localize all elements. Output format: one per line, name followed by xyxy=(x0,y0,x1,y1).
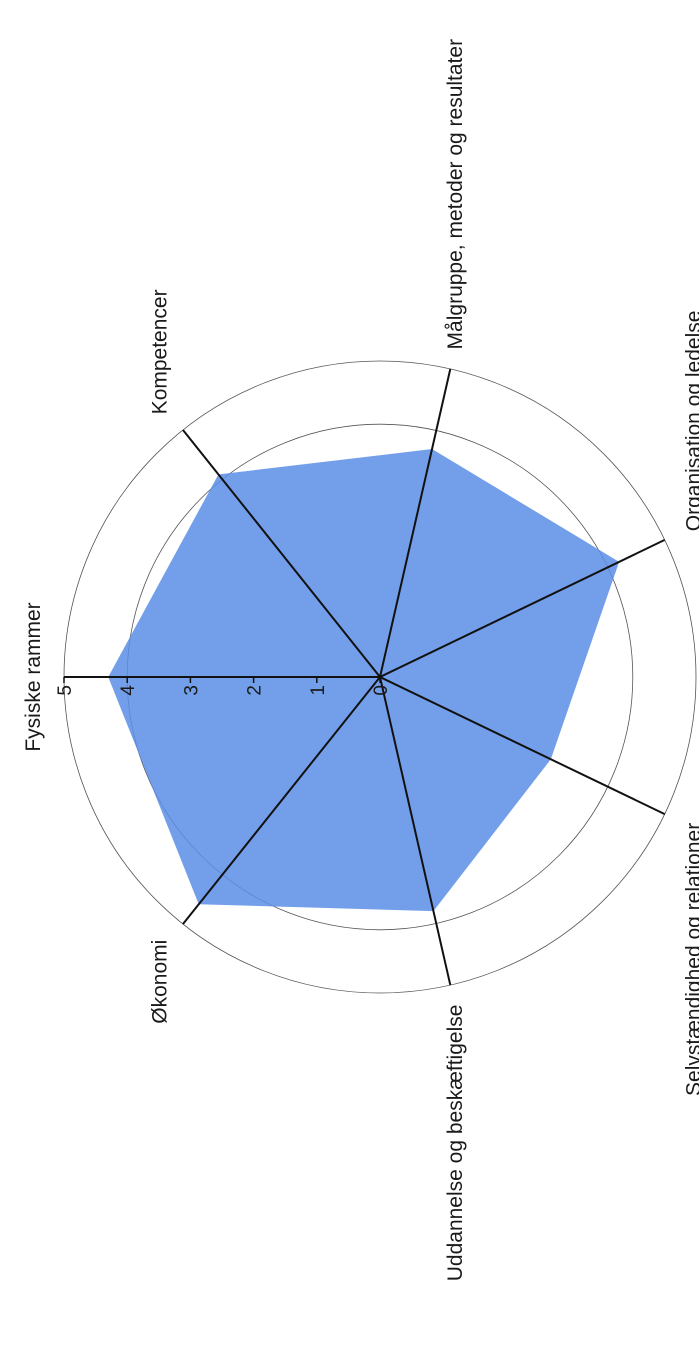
category-label: Organisation og ledelse xyxy=(683,311,699,532)
axis-spoke xyxy=(379,676,666,816)
axis-spoke xyxy=(379,538,666,678)
tick-label: 4 xyxy=(118,685,139,696)
tick-label: 3 xyxy=(181,685,202,696)
axis-spoke xyxy=(182,676,381,925)
category-label: Kompetencer xyxy=(149,289,172,414)
category-label: Økonomi xyxy=(149,940,172,1024)
category-label: Selvstændighed og relationer xyxy=(683,823,699,1096)
tick-label: 5 xyxy=(55,685,76,696)
axis-spoke xyxy=(379,368,452,678)
category-label: Målgruppe, metoder og resultater xyxy=(444,39,467,350)
series-area xyxy=(108,449,620,912)
category-label: Uddannelse og beskæftigelse xyxy=(444,1005,467,1282)
axis-spoke xyxy=(379,676,452,986)
axis-spoke xyxy=(182,429,381,678)
tick-label: 0 xyxy=(371,685,392,696)
tick-label: 2 xyxy=(245,685,266,696)
tick-label: 1 xyxy=(308,685,329,696)
category-label: Fysiske rammer xyxy=(22,602,45,751)
